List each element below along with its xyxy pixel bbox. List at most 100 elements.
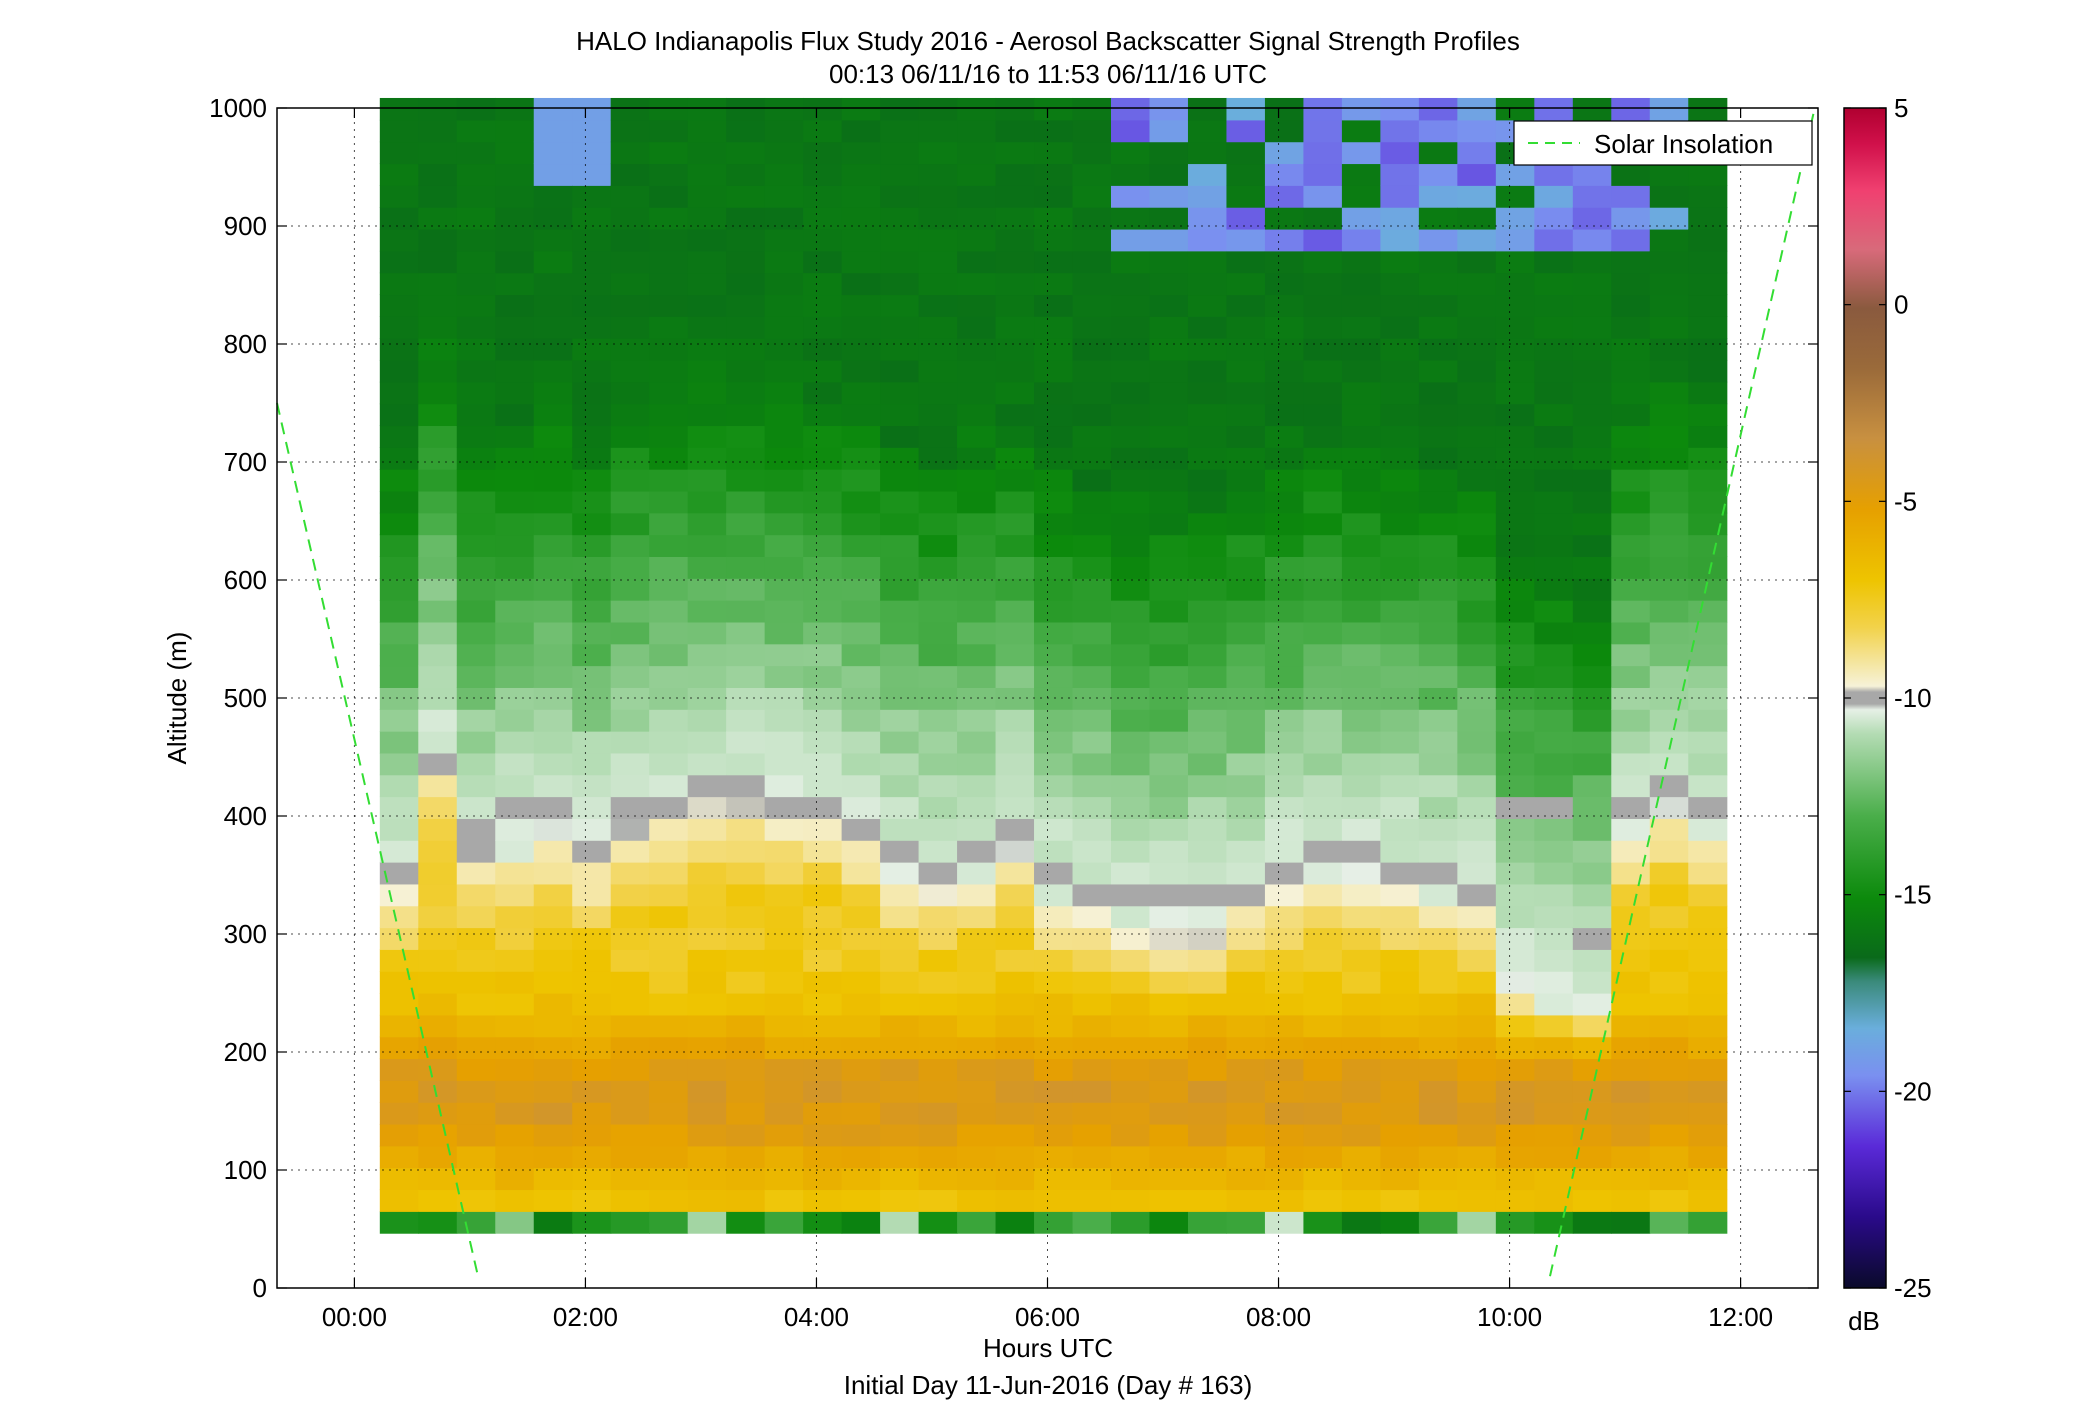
heatmap-cell: [572, 469, 612, 492]
heatmap-cell: [572, 949, 612, 972]
heatmap-cell: [957, 818, 997, 841]
heatmap-cell: [957, 316, 997, 339]
heatmap-cell: [572, 403, 612, 427]
heatmap-cell: [1649, 250, 1689, 274]
heatmap-cell: [1341, 600, 1381, 623]
heatmap-cell: [1572, 185, 1612, 208]
heatmap-cell: [957, 927, 997, 950]
heatmap-cell: [1495, 1145, 1535, 1169]
heatmap-cell: [880, 512, 920, 536]
heatmap-cell: [1072, 1058, 1112, 1081]
heatmap-cell: [1303, 1211, 1343, 1234]
heatmap-cell: [1649, 1211, 1689, 1234]
heatmap-cell: [1111, 578, 1151, 601]
heatmap-cell: [495, 665, 535, 688]
heatmap-cell: [379, 1102, 419, 1125]
heatmap-cell: [1111, 534, 1151, 557]
heatmap-cell: [1572, 294, 1612, 317]
heatmap-cell: [1149, 796, 1189, 819]
heatmap-cell: [957, 512, 997, 536]
heatmap-cell: [456, 1167, 496, 1191]
heatmap-cell: [803, 1145, 843, 1169]
heatmap-cell: [418, 665, 458, 688]
heatmap-cell: [687, 774, 727, 798]
heatmap-cell: [610, 752, 650, 776]
heatmap-cell: [649, 1123, 689, 1147]
heatmap-cell: [687, 141, 727, 165]
heatmap-cell: [803, 447, 843, 470]
heatmap-cell: [572, 512, 612, 536]
heatmap-cell: [1149, 228, 1189, 252]
heatmap-cell: [918, 534, 958, 557]
heatmap-cell: [803, 578, 843, 601]
heatmap-cell: [1572, 1102, 1612, 1125]
heatmap-cell: [1034, 818, 1074, 841]
heatmap-cell: [1534, 272, 1574, 296]
heatmap-cell: [533, 752, 573, 776]
heatmap-cell: [1495, 840, 1535, 863]
heatmap-cell: [1341, 621, 1381, 645]
heatmap-cell: [379, 469, 419, 492]
heatmap-cell: [456, 796, 496, 819]
heatmap-cell: [418, 927, 458, 950]
heatmap-cell: [1264, 228, 1305, 252]
heatmap-cell: [1226, 1123, 1266, 1147]
heatmap-cell: [1111, 1014, 1151, 1038]
heatmap-cell: [1226, 1058, 1266, 1081]
heatmap-cell: [649, 1058, 689, 1081]
heatmap-cell: [1341, 556, 1381, 579]
heatmap-cell: [1264, 949, 1305, 972]
heatmap-cell: [1226, 1014, 1266, 1038]
heatmap-cell: [495, 272, 535, 296]
heatmap-cell: [418, 316, 458, 339]
heatmap-cell: [1380, 1145, 1420, 1169]
heatmap-cell: [764, 687, 804, 710]
heatmap-cell: [1688, 403, 1728, 427]
heatmap-cell: [1303, 512, 1343, 536]
heatmap-cell: [1534, 752, 1574, 776]
heatmap-cell: [379, 207, 419, 230]
heatmap-cell: [1341, 971, 1381, 994]
heatmap-cell: [803, 556, 843, 579]
heatmap-cell: [1264, 1189, 1305, 1212]
heatmap-cell: [1572, 469, 1612, 492]
heatmap-cell: [1149, 1145, 1189, 1169]
heatmap-cell: [1264, 971, 1305, 994]
heatmap-cell: [1226, 163, 1266, 186]
y-axis-label: Altitude (m): [162, 632, 192, 765]
heatmap-cell: [1072, 381, 1112, 405]
heatmap-cell: [495, 731, 535, 754]
heatmap-cell: [533, 207, 573, 230]
heatmap-cell: [726, 621, 766, 645]
heatmap-cell: [1072, 207, 1112, 230]
heatmap-cell: [1111, 818, 1151, 841]
heatmap-cell: [1611, 883, 1651, 907]
heatmap-cell: [1149, 971, 1189, 994]
heatmap-cell: [764, 556, 804, 579]
heatmap-cell: [1418, 1123, 1458, 1147]
heatmap-cell: [1572, 1123, 1612, 1147]
heatmap-cell: [918, 425, 958, 448]
heatmap-cell: [1495, 403, 1535, 427]
heatmap-cell: [726, 709, 766, 732]
heatmap-cell: [1418, 1102, 1458, 1125]
heatmap-cell: [572, 621, 612, 645]
heatmap-cell: [880, 119, 920, 143]
heatmap-cell: [1418, 1036, 1458, 1060]
heatmap-cell: [1072, 141, 1112, 165]
heatmap-cell: [995, 796, 1035, 819]
y-tick-label: 0: [253, 1273, 267, 1303]
heatmap-cell: [1495, 1058, 1535, 1081]
heatmap-cell: [726, 425, 766, 448]
heatmap-cell: [1149, 490, 1189, 514]
heatmap-cell: [1418, 228, 1458, 252]
heatmap-cell: [995, 1036, 1035, 1060]
heatmap-cell: [1226, 774, 1266, 798]
heatmap-cell: [1380, 883, 1420, 907]
heatmap-cell: [610, 905, 650, 929]
heatmap-cell: [1303, 97, 1343, 121]
heatmap-cell: [1111, 469, 1151, 492]
heatmap-cell: [995, 294, 1035, 317]
heatmap-cell: [1187, 578, 1228, 601]
